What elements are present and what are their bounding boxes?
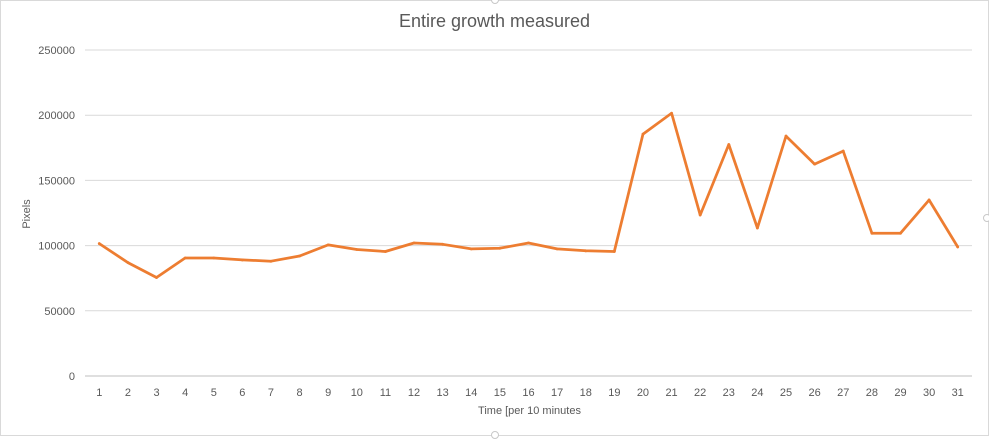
data-point[interactable] [498, 246, 502, 250]
x-tick-label: 10 [351, 387, 363, 399]
x-tick-label: 20 [637, 387, 649, 399]
x-tick-label: 29 [894, 387, 906, 399]
data-point[interactable] [155, 276, 158, 279]
x-tick-label: 3 [153, 387, 159, 399]
x-tick-label: 24 [751, 387, 763, 399]
data-point[interactable] [527, 241, 530, 245]
x-axis-title[interactable]: Time [per 10 minutes [478, 405, 581, 417]
x-tick-label: 4 [182, 387, 188, 399]
x-tick-label: 25 [780, 387, 792, 399]
x-tick-label: 7 [268, 387, 274, 399]
x-tick-label: 2 [125, 387, 131, 399]
y-tick-label: 200000 [38, 110, 75, 122]
x-tick-label: 30 [923, 387, 935, 399]
data-point[interactable] [384, 250, 387, 253]
data-point[interactable] [670, 111, 673, 115]
x-tick-label: 21 [665, 387, 677, 399]
x-tick-label: 16 [522, 387, 534, 399]
data-point[interactable] [927, 198, 931, 202]
data-point[interactable] [126, 261, 130, 264]
data-point[interactable] [956, 245, 960, 249]
x-tick-label: 14 [465, 387, 477, 399]
x-tick-label: 28 [866, 387, 878, 399]
data-point[interactable] [441, 242, 445, 246]
data-point[interactable] [612, 250, 616, 253]
x-tick-label: 17 [551, 387, 563, 399]
x-tick-label: 9 [325, 387, 331, 399]
data-point[interactable] [326, 243, 330, 247]
x-tick-label: 23 [723, 387, 735, 399]
data-point[interactable] [269, 259, 273, 263]
x-tick-label: 18 [580, 387, 592, 399]
data-point[interactable] [412, 241, 416, 245]
data-point[interactable] [355, 248, 359, 251]
data-point[interactable] [212, 256, 216, 260]
series-line[interactable] [97, 111, 960, 279]
data-point[interactable] [784, 134, 788, 138]
data-point[interactable] [584, 249, 588, 253]
resize-handle-right[interactable] [983, 214, 989, 222]
y-tick-label: 0 [69, 371, 75, 383]
x-tick-label: 19 [608, 387, 620, 399]
x-tick-label: 5 [211, 387, 217, 399]
data-point[interactable] [756, 226, 759, 230]
data-point[interactable] [899, 231, 902, 235]
x-tick-label: 26 [809, 387, 821, 399]
data-point[interactable] [641, 132, 645, 136]
data-point[interactable] [870, 231, 874, 235]
x-tick-label: 8 [297, 387, 303, 399]
data-point[interactable] [240, 258, 244, 262]
data-point[interactable] [813, 162, 817, 166]
x-tick-label: 15 [494, 387, 506, 399]
x-tick-label: 1 [96, 387, 102, 399]
data-point[interactable] [183, 256, 187, 260]
y-tick-label: 250000 [38, 45, 75, 57]
x-tick-label: 22 [694, 387, 706, 399]
data-point[interactable] [469, 247, 473, 251]
chart-title[interactable]: Entire growth measured [398, 11, 591, 31]
data-point[interactable] [727, 143, 731, 146]
y-tick-label: 150000 [38, 175, 75, 187]
data-point[interactable] [555, 247, 559, 251]
data-point[interactable] [298, 254, 301, 258]
y-tick-label: 100000 [38, 241, 75, 253]
x-tick-label: 31 [952, 387, 964, 399]
data-point[interactable] [841, 149, 845, 153]
x-tick-label: 6 [239, 387, 245, 399]
x-tick-label: 12 [408, 387, 420, 399]
x-tick-label: 13 [437, 387, 449, 399]
data-point[interactable] [97, 242, 101, 246]
x-tick-label: 27 [837, 387, 849, 399]
x-tick-label: 11 [380, 387, 391, 399]
data-point[interactable] [698, 213, 702, 217]
y-tick-label: 50000 [44, 306, 75, 318]
